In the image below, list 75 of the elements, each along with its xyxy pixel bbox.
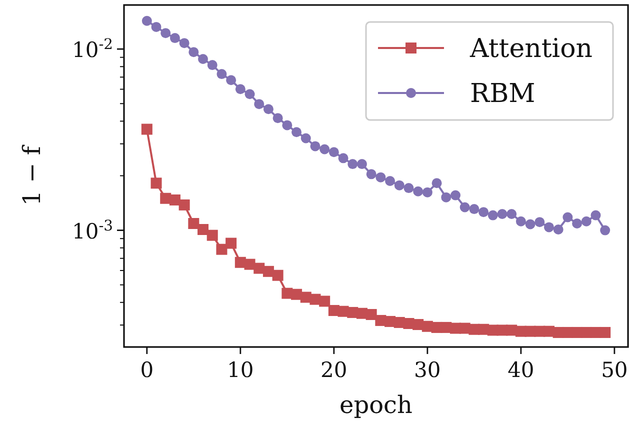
- point: [328, 147, 339, 158]
- point: [272, 113, 283, 124]
- point: [150, 178, 162, 189]
- point: [356, 159, 367, 170]
- point: [488, 210, 498, 220]
- point: [478, 207, 489, 218]
- point: [244, 89, 255, 100]
- point: [506, 208, 517, 219]
- point: [272, 270, 284, 281]
- point: [534, 217, 545, 228]
- point: [432, 178, 442, 188]
- y-tick-label: 10$^{-3}$: [72, 216, 113, 244]
- point: [590, 210, 601, 220]
- x-tick-label: 50: [601, 358, 628, 382]
- point: [497, 208, 508, 219]
- point: [516, 216, 526, 226]
- x-tick-label: 0: [140, 358, 154, 382]
- x-tick-label: 10: [227, 358, 254, 382]
- point: [376, 172, 386, 182]
- point: [366, 309, 377, 320]
- point: [581, 216, 592, 226]
- point: [254, 99, 264, 110]
- point: [226, 238, 237, 249]
- x-tick-label: 40: [508, 358, 534, 382]
- point: [198, 54, 208, 64]
- y-axis-title: 1 − f: [18, 144, 46, 206]
- point: [572, 218, 582, 229]
- point: [600, 225, 610, 236]
- point: [562, 212, 573, 222]
- point: [366, 169, 376, 180]
- point: [544, 222, 554, 232]
- legend-label: RBM: [470, 79, 536, 109]
- point: [216, 244, 228, 255]
- point: [142, 16, 152, 26]
- point: [450, 190, 460, 200]
- point: [207, 60, 218, 70]
- point: [235, 84, 246, 94]
- point: [460, 202, 470, 212]
- point: [170, 33, 180, 44]
- point: [188, 218, 200, 230]
- point: [282, 120, 292, 130]
- point: [348, 159, 358, 170]
- point: [441, 192, 452, 202]
- point: [413, 186, 424, 196]
- point: [300, 133, 311, 144]
- point: [160, 28, 171, 38]
- point: [198, 224, 209, 236]
- legend-label: Attention: [469, 34, 593, 64]
- x-tick-label: 20: [320, 358, 348, 382]
- point: [216, 69, 227, 80]
- point: [263, 104, 274, 114]
- point: [188, 47, 199, 58]
- point: [151, 22, 162, 32]
- point: [385, 176, 396, 186]
- x-axis-title: epoch: [340, 391, 412, 419]
- point: [469, 204, 480, 214]
- point: [600, 326, 611, 338]
- point: [226, 75, 236, 86]
- point: [292, 127, 302, 138]
- point: [394, 180, 404, 190]
- point: [179, 38, 190, 48]
- point: [206, 230, 218, 241]
- point: [338, 153, 348, 164]
- point: [169, 194, 180, 206]
- point: [525, 219, 536, 230]
- point: [141, 124, 152, 135]
- point: [178, 199, 190, 210]
- point: [310, 141, 320, 152]
- x-tick-label: 30: [414, 358, 441, 382]
- point: [319, 296, 330, 307]
- point: [404, 183, 414, 194]
- point: [320, 144, 330, 154]
- y-tick-label: 10$^{-2}$: [72, 36, 113, 62]
- point: [422, 187, 432, 198]
- point: [553, 224, 564, 235]
